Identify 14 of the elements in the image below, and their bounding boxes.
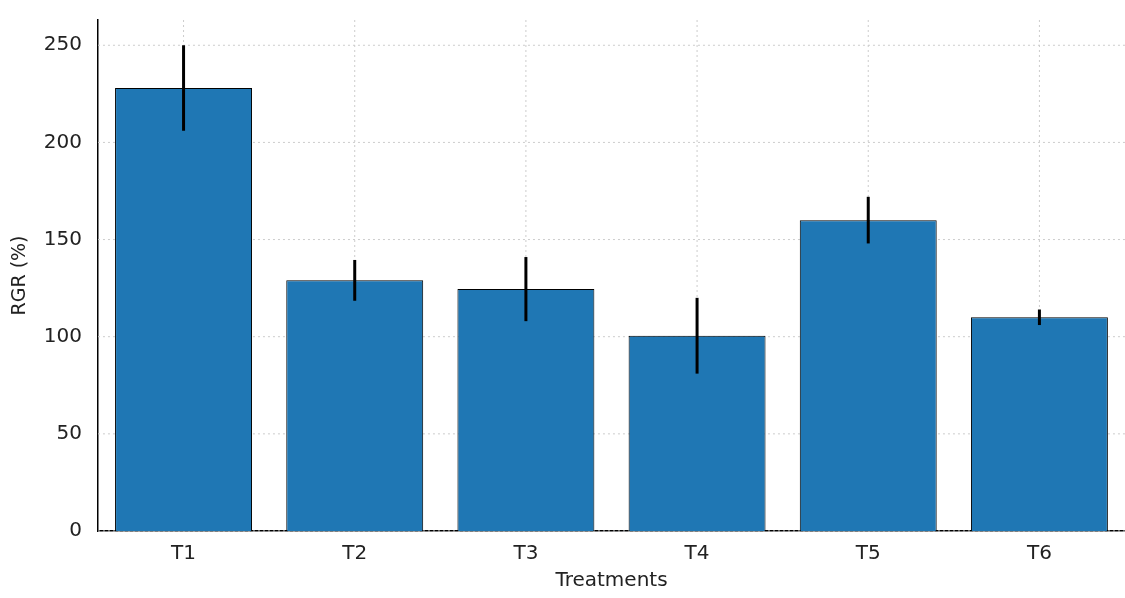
y-axis-title: RGR (%) [7,235,30,316]
x-axis-title: Treatments [554,567,668,592]
y-tick-label: 0 [69,517,82,542]
x-tick-label: T6 [1025,540,1052,565]
y-tick-label: 50 [56,420,82,445]
x-tick-label: T2 [341,540,368,565]
y-tick-label: 200 [43,128,82,153]
y-tick-label: 150 [43,225,82,250]
y-tick-label: 250 [43,31,82,56]
x-tick-label: T1 [170,540,197,565]
y-tick-label: 100 [43,322,82,347]
x-tick-label: T4 [683,540,710,565]
x-tick-label: T3 [512,540,539,565]
x-tick-label: T5 [854,540,881,565]
